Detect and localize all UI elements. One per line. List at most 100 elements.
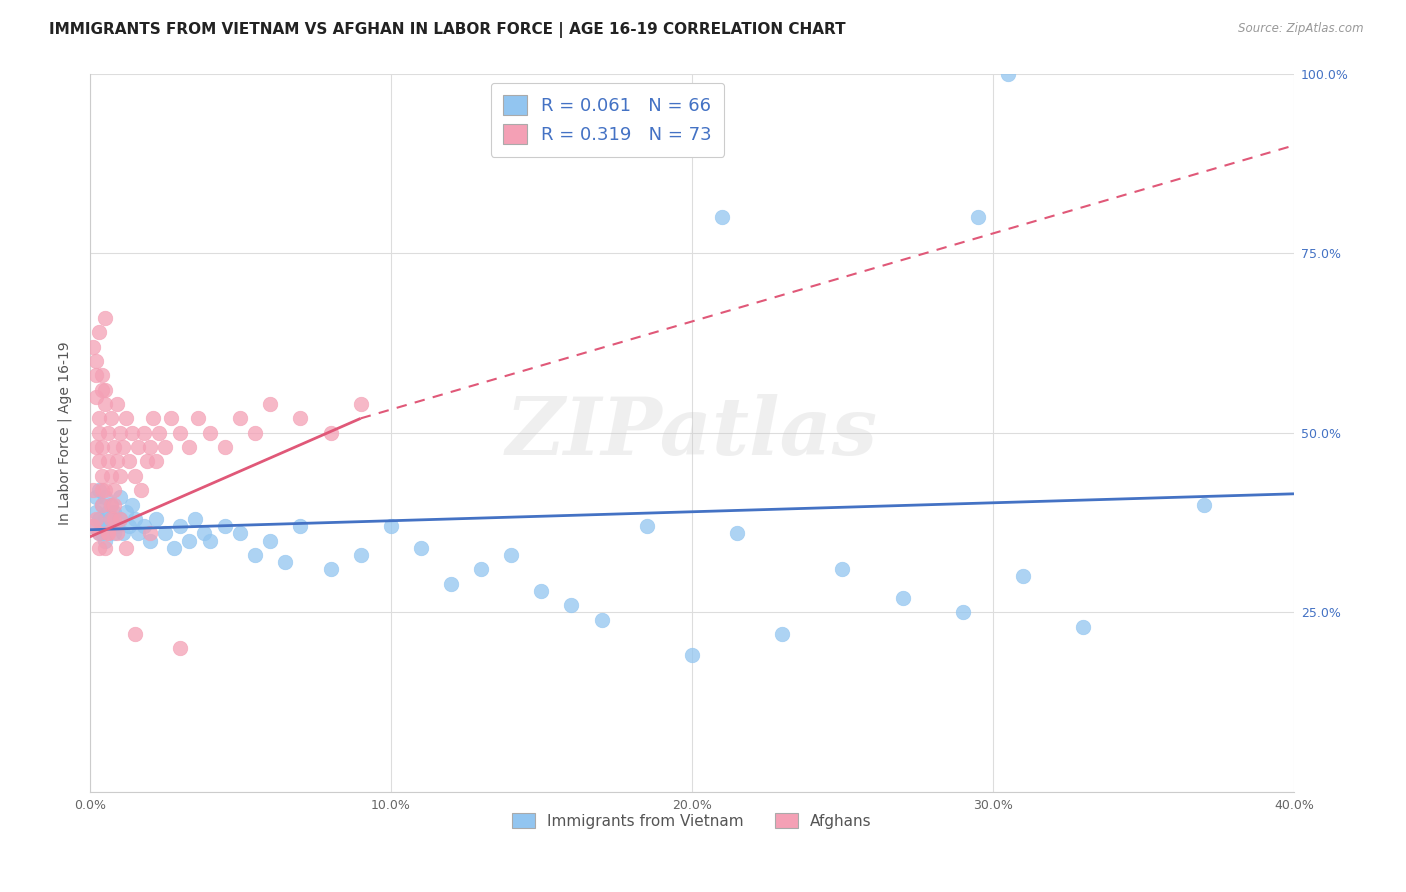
Point	[153, 526, 176, 541]
Point	[100, 411, 122, 425]
Point	[245, 548, 267, 562]
Point	[118, 454, 141, 468]
Point	[177, 533, 200, 548]
Text: IMMIGRANTS FROM VIETNAM VS AFGHAN IN LABOR FORCE | AGE 16-19 CORRELATION CHART: IMMIGRANTS FROM VIETNAM VS AFGHAN IN LAB…	[49, 22, 846, 38]
Point	[82, 519, 104, 533]
Point	[121, 425, 143, 440]
Point	[84, 491, 107, 505]
Point	[87, 325, 110, 339]
Point	[84, 368, 107, 383]
Legend: Immigrants from Vietnam, Afghans: Immigrants from Vietnam, Afghans	[506, 806, 877, 835]
Point	[530, 583, 553, 598]
Point	[108, 468, 131, 483]
Point	[90, 468, 112, 483]
Point	[90, 440, 112, 454]
Point	[350, 548, 373, 562]
Point	[831, 562, 853, 576]
Point	[290, 519, 312, 533]
Point	[214, 440, 236, 454]
Point	[82, 339, 104, 353]
Point	[100, 468, 122, 483]
Point	[145, 512, 167, 526]
Point	[115, 505, 138, 519]
Point	[90, 383, 112, 397]
Point	[591, 613, 613, 627]
Point	[84, 354, 107, 368]
Point	[94, 491, 117, 505]
Point	[198, 533, 221, 548]
Point	[997, 66, 1019, 80]
Point	[90, 483, 112, 498]
Point	[105, 454, 128, 468]
Point	[139, 526, 162, 541]
Point	[94, 533, 117, 548]
Point	[124, 468, 146, 483]
Point	[129, 483, 152, 498]
Point	[97, 526, 120, 541]
Point	[132, 425, 155, 440]
Point	[111, 440, 134, 454]
Point	[87, 411, 110, 425]
Point	[1192, 498, 1215, 512]
Point	[94, 483, 117, 498]
Point	[163, 541, 186, 555]
Point	[127, 526, 149, 541]
Point	[97, 526, 120, 541]
Point	[94, 310, 117, 325]
Point	[259, 533, 281, 548]
Point	[94, 541, 117, 555]
Point	[97, 519, 120, 533]
Point	[229, 526, 252, 541]
Point	[105, 397, 128, 411]
Point	[132, 519, 155, 533]
Point	[111, 526, 134, 541]
Point	[245, 425, 267, 440]
Point	[187, 411, 209, 425]
Point	[136, 454, 159, 468]
Point	[115, 541, 138, 555]
Point	[82, 483, 104, 498]
Point	[108, 425, 131, 440]
Point	[105, 519, 128, 533]
Point	[87, 512, 110, 526]
Point	[636, 519, 658, 533]
Text: Source: ZipAtlas.com: Source: ZipAtlas.com	[1239, 22, 1364, 36]
Point	[87, 483, 110, 498]
Point	[90, 519, 112, 533]
Point	[440, 576, 463, 591]
Point	[319, 562, 342, 576]
Point	[124, 627, 146, 641]
Point	[142, 411, 165, 425]
Point	[84, 512, 107, 526]
Point	[103, 526, 125, 541]
Point	[87, 454, 110, 468]
Point	[103, 483, 125, 498]
Point	[100, 512, 122, 526]
Point	[108, 512, 131, 526]
Point	[710, 211, 733, 225]
Point	[100, 512, 122, 526]
Point	[193, 526, 215, 541]
Point	[115, 411, 138, 425]
Point	[87, 541, 110, 555]
Point	[409, 541, 432, 555]
Point	[1012, 569, 1035, 583]
Point	[967, 211, 990, 225]
Point	[103, 440, 125, 454]
Point	[124, 512, 146, 526]
Point	[84, 390, 107, 404]
Point	[84, 505, 107, 519]
Point	[148, 425, 170, 440]
Point	[891, 591, 914, 605]
Point	[100, 498, 122, 512]
Point	[118, 519, 141, 533]
Point	[319, 425, 342, 440]
Point	[87, 526, 110, 541]
Y-axis label: In Labor Force | Age 16-19: In Labor Force | Age 16-19	[58, 341, 72, 524]
Point	[770, 627, 793, 641]
Point	[100, 498, 122, 512]
Point	[90, 526, 112, 541]
Point	[169, 519, 191, 533]
Point	[87, 425, 110, 440]
Point	[103, 512, 125, 526]
